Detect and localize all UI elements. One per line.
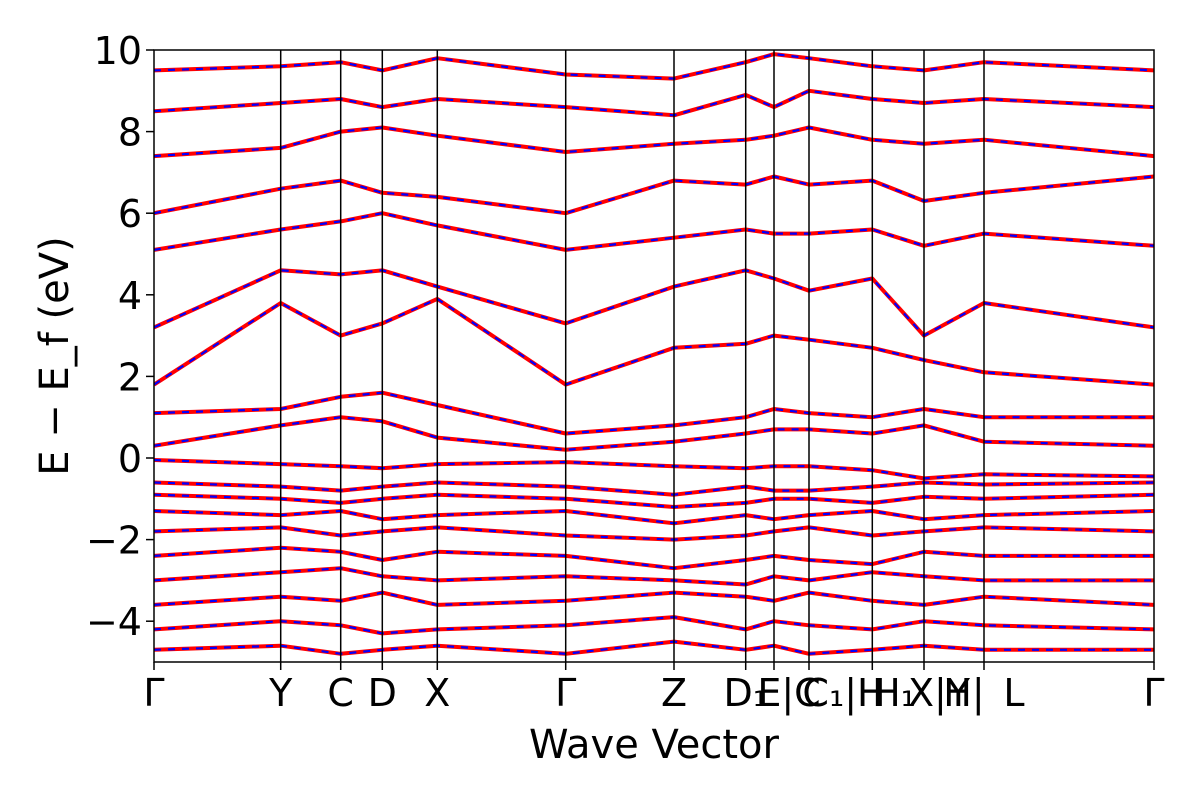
x-tick-label: H₁ bbox=[872, 671, 916, 715]
y-axis-label: E − E_f (eV) bbox=[32, 236, 78, 475]
x-tick-label: Γ bbox=[143, 671, 164, 715]
band-line-red-1 bbox=[154, 415, 1154, 452]
x-tick-label: E|C bbox=[757, 671, 820, 716]
band-line-blue-5 bbox=[154, 212, 1154, 252]
y-tick-label: 6 bbox=[118, 192, 142, 236]
band-line-blue-2 bbox=[154, 391, 1154, 435]
band-line-red-6 bbox=[154, 174, 1154, 216]
x-tick-label: D₁ bbox=[723, 671, 768, 715]
band-line-red-15 bbox=[154, 566, 1154, 587]
band-line-blue-1 bbox=[154, 416, 1154, 451]
x-tick-label: D bbox=[368, 671, 397, 715]
y-tick-label: −2 bbox=[86, 519, 142, 563]
x-tick-label: L bbox=[1003, 671, 1024, 715]
high-symmetry-lines bbox=[279, 50, 985, 662]
bands-layer bbox=[154, 52, 1154, 656]
y-tick-label: −4 bbox=[86, 600, 142, 644]
band-line-blue-6 bbox=[154, 175, 1154, 215]
y-tick-label: 4 bbox=[118, 274, 142, 318]
y-tick-label: 8 bbox=[118, 111, 142, 155]
band-line-red-10 bbox=[154, 480, 1154, 497]
y-tick-label: 2 bbox=[118, 355, 142, 399]
band-line-red-4 bbox=[154, 268, 1154, 338]
band-line-red-14 bbox=[154, 545, 1154, 571]
band-line-blue-4 bbox=[154, 269, 1154, 337]
band-line-red-17 bbox=[154, 615, 1154, 636]
y-tick-label: 10 bbox=[94, 29, 142, 73]
band-line-blue-3 bbox=[154, 297, 1154, 386]
band-line-blue-9 bbox=[154, 52, 1154, 80]
band-line-red-16 bbox=[154, 590, 1154, 607]
band-line-red-3 bbox=[154, 296, 1154, 387]
x-tick-label: Γ bbox=[555, 671, 576, 715]
band-line-red-5 bbox=[154, 211, 1154, 252]
x-axis-label: Wave Vector bbox=[529, 722, 780, 768]
band-line-red-9 bbox=[154, 52, 1154, 81]
band-line-blue-7 bbox=[154, 126, 1154, 158]
x-tick-label: H| bbox=[943, 671, 984, 716]
band-line-red-12 bbox=[154, 509, 1154, 526]
band-line-red-13 bbox=[154, 525, 1154, 542]
y-tick-label: 0 bbox=[118, 437, 142, 481]
band-line-blue-8 bbox=[154, 89, 1154, 117]
band-line-red-11 bbox=[154, 492, 1154, 509]
x-tick-label: Y bbox=[268, 671, 293, 715]
x-tick-label: X bbox=[424, 671, 450, 715]
y-axis-ticks: −4 −2 0 2 4 6 8 10 bbox=[86, 29, 154, 644]
band-line-red-18 bbox=[154, 639, 1154, 656]
band-line-blue-0 bbox=[154, 458, 1154, 480]
x-tick-label: C₁|H bbox=[802, 671, 885, 716]
x-tick-label: Z bbox=[661, 671, 687, 715]
band-line-red-0 bbox=[154, 458, 1154, 481]
band-line-red-8 bbox=[154, 88, 1154, 118]
x-tick-label: Γ bbox=[1143, 671, 1164, 715]
x-tick-label: X|Y bbox=[908, 671, 971, 716]
plot-frame bbox=[153, 49, 1155, 663]
x-tick-label: C bbox=[327, 671, 354, 715]
